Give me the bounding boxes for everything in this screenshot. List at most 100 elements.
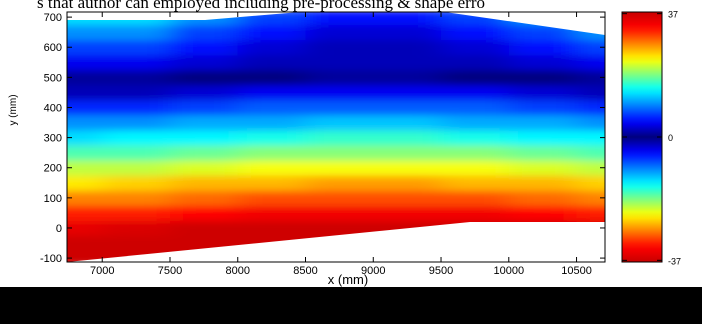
field-cell [102, 99, 171, 116]
field-cell [576, 145, 605, 161]
field-cell [169, 115, 239, 131]
y-tick-label: 700 [44, 12, 62, 24]
field-cell [373, 205, 442, 221]
field-cell [237, 24, 307, 41]
x-tick-label: 8500 [293, 265, 317, 277]
field-cell [576, 190, 605, 206]
field-cell [373, 130, 442, 146]
y-tick-label: 200 [44, 163, 62, 175]
field-cell [169, 175, 239, 191]
y-tick-label: 0 [56, 223, 62, 235]
field-cell [67, 175, 103, 191]
field-cell [67, 250, 103, 262]
field-cell [373, 145, 442, 161]
x-tick-label: 10500 [561, 265, 592, 277]
field-cell [305, 160, 374, 176]
field-cell [373, 175, 442, 191]
field-cell [441, 24, 510, 41]
field-cell [169, 84, 239, 101]
field-cell [305, 220, 374, 236]
field-cell [441, 190, 510, 206]
y-tick-label: 600 [44, 42, 62, 54]
field-cell [67, 130, 103, 146]
field-cell [441, 69, 510, 86]
field-cell [237, 190, 307, 206]
field-cell [576, 84, 605, 101]
field-cell [508, 205, 578, 221]
field-cell [102, 220, 171, 236]
field-cell [237, 99, 307, 116]
field-cell [508, 54, 578, 71]
field-cell [441, 39, 510, 56]
field-cell [508, 84, 578, 101]
field-cell [576, 54, 605, 71]
field-cell [441, 99, 510, 116]
field-cell [102, 84, 171, 101]
field-cell [67, 39, 103, 56]
x-tick-label: 7500 [158, 265, 182, 277]
field-cell [169, 205, 239, 221]
field-cell [508, 160, 578, 176]
field-cell [102, 175, 171, 191]
field-cell [305, 99, 374, 116]
field-cell [305, 24, 374, 41]
field-cell [305, 84, 374, 101]
field-cell [373, 190, 442, 206]
field-cell [169, 54, 239, 71]
plot-frame [66, 11, 606, 263]
field-cell [373, 69, 442, 86]
field-cell [237, 175, 307, 191]
field-cell [305, 205, 374, 221]
field-cell [373, 54, 442, 71]
field-cell [67, 145, 103, 161]
field-cell [373, 84, 442, 101]
field-cell [169, 130, 239, 146]
field-cell [67, 99, 103, 116]
field-cell [441, 160, 510, 176]
field-cell [102, 39, 171, 56]
field-cell [576, 160, 605, 176]
field-cell [305, 130, 374, 146]
field-cell [67, 115, 103, 131]
x-axis-label: x (mm) [328, 272, 368, 287]
field-cell [305, 54, 374, 71]
field-cell [237, 220, 307, 236]
field-cell [237, 160, 307, 176]
field-cell [102, 54, 171, 71]
field-cell [102, 115, 171, 131]
colorbar-tick-label: -37 [668, 256, 681, 266]
field-cell [67, 205, 103, 221]
y-axis-label: y (mm) [8, 94, 19, 125]
field-cell [67, 54, 103, 71]
field-cell [67, 84, 103, 101]
field-cell [102, 145, 171, 161]
colorbar-tick-label: 0 [668, 133, 673, 143]
field-cell [373, 39, 442, 56]
field-cell [305, 12, 374, 26]
field-cell [576, 205, 605, 221]
field-cell [576, 175, 605, 191]
field-cell [373, 12, 442, 26]
x-tick-label: 7000 [90, 265, 114, 277]
field-cell [508, 175, 578, 191]
field-cell [67, 235, 103, 252]
black-band [0, 287, 702, 324]
field-cell [305, 190, 374, 206]
field-cell [67, 24, 103, 41]
field-cell [237, 145, 307, 161]
field-cell [169, 145, 239, 161]
field-cell [441, 130, 510, 146]
y-tick-label: 500 [44, 72, 62, 84]
field-cell [169, 220, 239, 236]
field-cell [508, 145, 578, 161]
field-cell [508, 39, 578, 56]
field-cell [102, 235, 171, 252]
x-tick-label: 8000 [226, 265, 250, 277]
field-cell [67, 160, 103, 176]
field-cell [102, 160, 171, 176]
field-cell [102, 69, 171, 86]
field-cell [67, 69, 103, 86]
field-cell [441, 145, 510, 161]
x-tick-label: 10000 [493, 265, 524, 277]
